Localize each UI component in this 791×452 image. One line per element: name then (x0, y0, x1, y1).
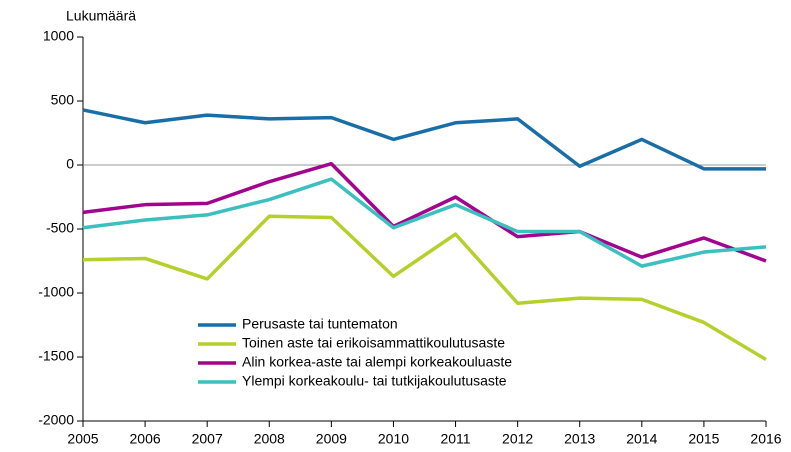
y-tick-label: -2000 (38, 412, 74, 428)
y-axis-label: Lukumäärä (66, 8, 136, 24)
y-tick-label: 1000 (43, 28, 74, 44)
x-tick-label: 2010 (378, 431, 409, 447)
legend-label: Toinen aste tai erikoisammattikoulutusas… (242, 335, 505, 351)
y-tick-label: 500 (51, 92, 75, 108)
y-tick-label: -500 (46, 220, 74, 236)
x-tick-label: 2012 (502, 431, 533, 447)
series-line (82, 214, 767, 362)
legend-label: Ylempi korkeakoulu- tai tutkijakoulutusa… (242, 373, 507, 389)
x-tick-label: 2008 (254, 431, 285, 447)
x-tick-label: 2016 (750, 431, 781, 447)
x-tick-label: 2007 (192, 431, 223, 447)
y-tick-label: -1500 (38, 348, 74, 364)
x-tick-label: 2006 (130, 431, 161, 447)
y-tick-label: 0 (66, 156, 74, 172)
x-tick-label: 2015 (688, 431, 719, 447)
series-line (82, 108, 766, 171)
series-line (82, 161, 767, 263)
x-tick-label: 2005 (67, 431, 98, 447)
series-line (82, 177, 767, 268)
legend-label: Perusaste tai tuntematon (242, 316, 398, 332)
x-tick-label: 2013 (564, 431, 595, 447)
x-tick-label: 2014 (626, 431, 657, 447)
x-tick-label: 2011 (440, 431, 470, 447)
legend-label: Alin korkea-aste tai alempi korkeakoulua… (242, 354, 512, 370)
x-tick-label: 2009 (316, 431, 347, 447)
y-tick-label: -1000 (38, 284, 74, 300)
